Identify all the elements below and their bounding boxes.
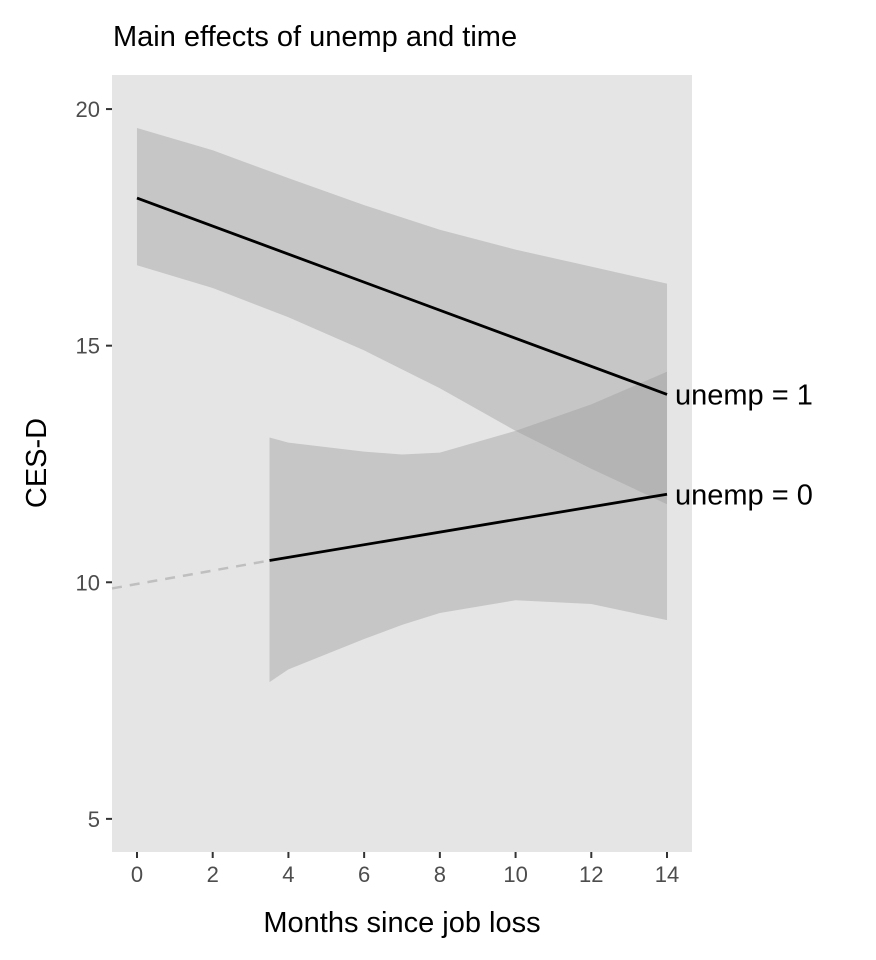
extrapolation-line-series-1 [111, 559, 270, 590]
x-tick-label: 0 [131, 862, 143, 887]
y-tick-label: 5 [88, 807, 100, 832]
y-axis-title: CES-D [21, 418, 53, 508]
x-tick-label: 12 [579, 862, 603, 887]
line-series-0 [136, 196, 668, 396]
y-tick-label: 20 [76, 97, 100, 122]
chart-title: Main effects of unemp and time [113, 21, 517, 53]
plot-panel [112, 75, 692, 852]
x-tick-label: 14 [655, 862, 679, 887]
series-label-1: unemp = 0 [675, 479, 813, 511]
ribbon-series-0 [136, 127, 668, 505]
series-labels: unemp = 1 unemp = 0 [675, 379, 813, 511]
x-tick-label: 4 [282, 862, 294, 887]
lines [111, 196, 668, 590]
y-tick-label: 10 [76, 570, 100, 595]
x-axis: 0 2 4 6 8 10 12 14 [131, 852, 679, 887]
y-axis: 5 10 15 20 [76, 97, 112, 832]
line-series-1 [269, 492, 668, 562]
y-tick-label: 15 [76, 334, 100, 359]
x-axis-title: Months since job loss [263, 907, 540, 939]
x-tick-label: 8 [434, 862, 446, 887]
x-tick-label: 10 [503, 862, 527, 887]
x-tick-label: 6 [358, 862, 370, 887]
x-tick-label: 2 [207, 862, 219, 887]
series-label-0: unemp = 1 [675, 379, 813, 411]
